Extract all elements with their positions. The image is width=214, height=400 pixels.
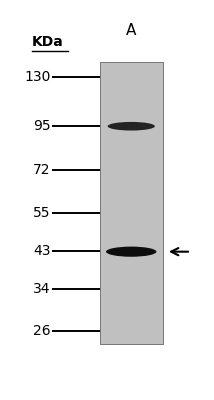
Ellipse shape bbox=[108, 122, 155, 130]
Text: 72: 72 bbox=[33, 163, 51, 177]
Text: A: A bbox=[126, 23, 136, 38]
Text: 43: 43 bbox=[33, 244, 51, 258]
Text: 95: 95 bbox=[33, 119, 51, 133]
Text: 26: 26 bbox=[33, 324, 51, 338]
Text: KDa: KDa bbox=[32, 35, 64, 49]
Ellipse shape bbox=[106, 246, 156, 257]
Text: 130: 130 bbox=[24, 70, 51, 84]
Text: 55: 55 bbox=[33, 206, 51, 220]
Bar bbox=[100, 62, 163, 344]
Text: 34: 34 bbox=[33, 282, 51, 296]
